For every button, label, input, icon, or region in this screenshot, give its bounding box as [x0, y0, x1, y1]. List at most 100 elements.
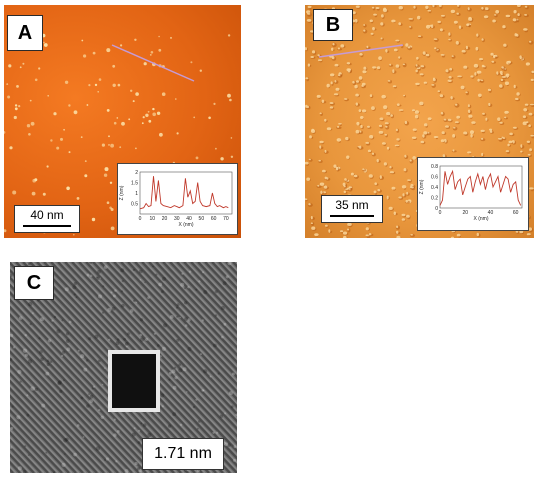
profile-a-ytick: 2: [135, 170, 138, 176]
lattice-fringe: [64, 262, 237, 446]
particle: [86, 104, 89, 106]
line-scan-b: [318, 44, 404, 58]
lattice-speckle: [27, 454, 30, 456]
lattice-speckle: [82, 436, 85, 438]
lattice-speckle: [160, 393, 165, 398]
lattice-speckle: [179, 316, 181, 319]
lattice-speckle: [45, 451, 48, 454]
lattice-speckle: [153, 332, 156, 335]
lattice-speckle: [97, 359, 101, 363]
lattice-fringe-light: [10, 317, 157, 473]
grain: [353, 174, 358, 178]
grain: [362, 109, 367, 113]
lattice-speckle: [46, 359, 50, 363]
lattice-speckle: [147, 432, 152, 437]
grain: [340, 230, 344, 233]
lattice-fringe: [155, 262, 237, 350]
grain: [471, 121, 476, 124]
grain: [335, 166, 339, 171]
grain: [427, 117, 432, 120]
lattice-speckle: [224, 412, 227, 415]
lattice-speckle: [139, 278, 142, 281]
grain: [426, 24, 431, 29]
lattice-speckle: [19, 380, 22, 383]
grain: [513, 84, 516, 89]
grain: [424, 123, 428, 127]
grain: [483, 15, 489, 19]
lattice-speckle: [11, 405, 14, 408]
grain: [308, 203, 311, 206]
particle: [42, 192, 46, 196]
grain: [305, 47, 307, 51]
tem-image-c: C 1.71 nm: [10, 262, 237, 473]
lattice-fringe-light: [10, 436, 45, 473]
lattice-speckle: [198, 280, 201, 283]
lattice-fringe: [10, 327, 147, 473]
grain: [384, 133, 388, 136]
grain: [377, 189, 381, 192]
particle: [84, 160, 87, 163]
grain: [465, 91, 468, 94]
grain: [332, 43, 335, 46]
grain: [439, 94, 444, 98]
grain: [333, 164, 337, 168]
lattice-fringe: [176, 262, 237, 327]
grain: [528, 112, 533, 116]
particle: [26, 124, 31, 128]
grain: [343, 185, 346, 188]
grain: [502, 137, 506, 140]
lattice-fringe: [10, 305, 168, 473]
particle: [14, 107, 18, 111]
grain: [310, 56, 314, 58]
grain: [398, 56, 401, 59]
grain: [508, 140, 513, 144]
lattice-speckle: [110, 291, 113, 294]
grain: [398, 22, 401, 26]
grain: [504, 81, 510, 86]
grain: [382, 142, 386, 145]
lattice-speckle: [197, 420, 201, 423]
lattice-fringe-light: [10, 332, 143, 473]
lattice-speckle: [59, 389, 63, 393]
grain: [395, 128, 398, 132]
lattice-speckle: [73, 282, 77, 286]
particle: [4, 131, 6, 134]
particle: [193, 116, 196, 119]
grain: [516, 33, 519, 37]
lattice-fringe: [169, 262, 237, 335]
grain: [396, 138, 400, 141]
lattice-speckle: [214, 290, 218, 294]
grain: [365, 141, 370, 144]
grain: [373, 13, 377, 16]
lattice-speckle: [41, 403, 46, 408]
grain: [316, 94, 321, 98]
grain: [343, 235, 347, 238]
lattice-speckle: [201, 319, 204, 322]
lattice-speckle: [184, 324, 188, 327]
grain: [476, 33, 479, 37]
grain: [402, 63, 406, 66]
particle: [13, 115, 17, 120]
grain: [328, 229, 331, 233]
grain: [529, 187, 534, 190]
grain: [416, 56, 419, 60]
grain: [378, 130, 384, 134]
grain: [519, 55, 522, 59]
lattice-speckle: [187, 286, 190, 289]
lattice-fringe-light: [10, 340, 136, 473]
profile-b-ylabel: Z (nm): [419, 179, 425, 194]
height-profile-b-chart: 0.8 0.6 0.4 0.2 00 20 40 60 X (nm) Z (nm): [419, 164, 523, 222]
lattice-speckle: [201, 389, 204, 392]
grain: [448, 32, 451, 36]
particle: [7, 95, 11, 99]
grain: [348, 186, 353, 189]
grain: [501, 75, 506, 78]
particle: [73, 233, 75, 236]
grain: [422, 51, 426, 55]
lattice-speckle: [98, 409, 101, 412]
grain: [450, 9, 456, 14]
grain: [447, 79, 452, 83]
lattice-speckle: [47, 339, 52, 343]
lattice-speckle: [61, 462, 66, 467]
lattice-speckle: [222, 281, 227, 286]
